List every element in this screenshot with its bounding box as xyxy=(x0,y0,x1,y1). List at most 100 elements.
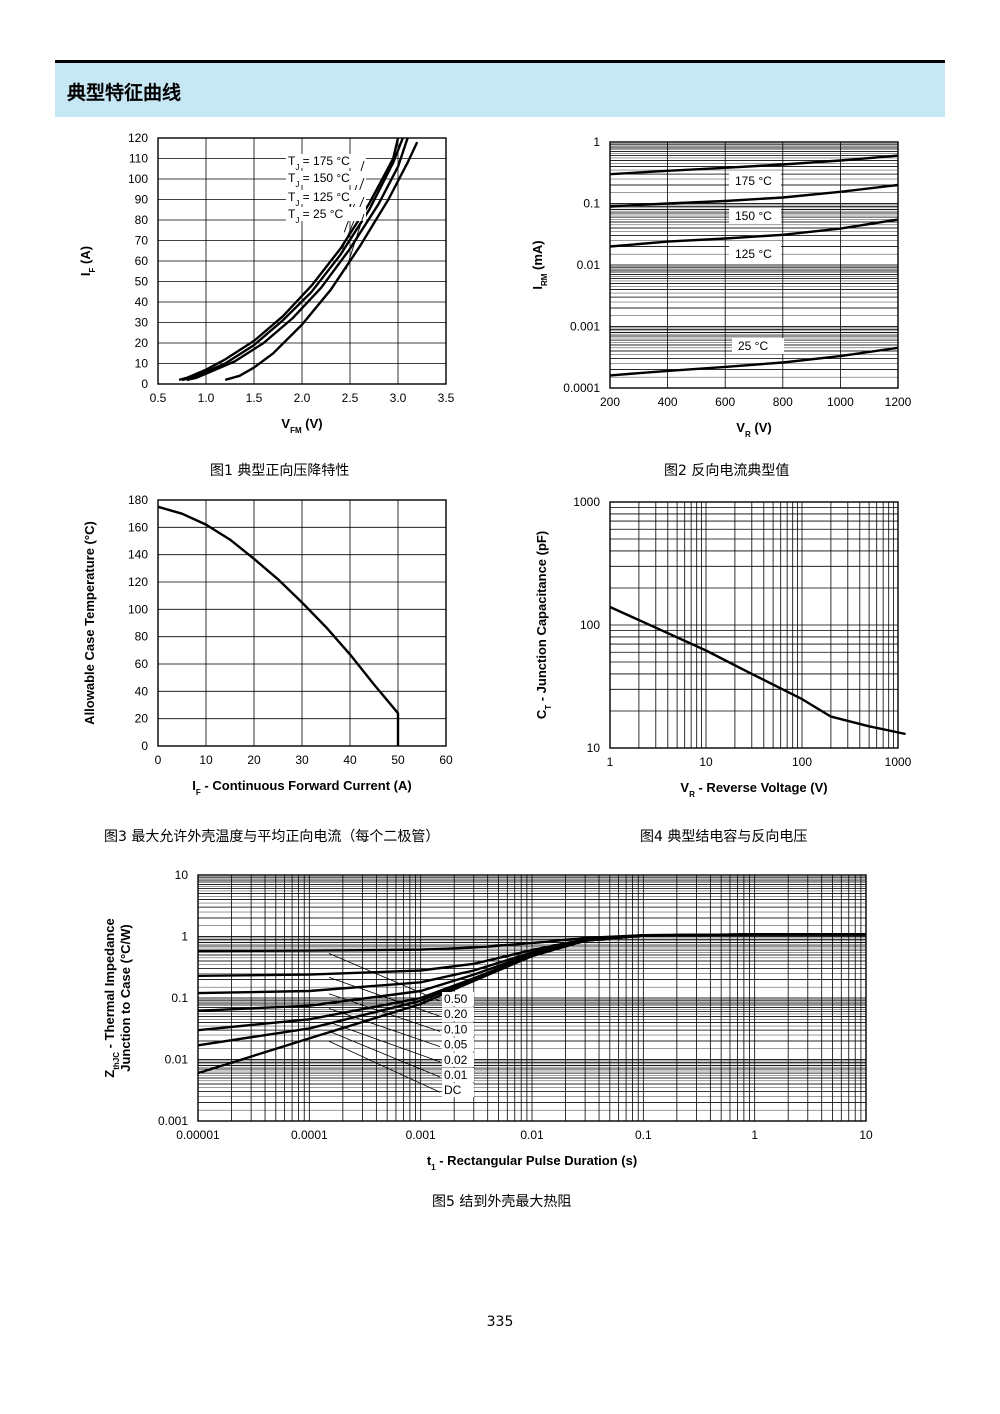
legend-leader xyxy=(328,1008,441,1047)
legend-label: 0.02 xyxy=(444,1053,468,1067)
chart-forward-voltage: 0.5 1.0 1.5 2.0 2.5 3.0 3.5 0 10 20 30 40 50 60 70 80 90… xyxy=(78,131,455,435)
y-tick-label: 0.001 xyxy=(158,1114,188,1128)
x-tick-label: 1 xyxy=(607,755,614,769)
series-line-0 xyxy=(157,505,400,746)
caption-fig1: 图1 典型正向压降特性 xyxy=(210,463,350,479)
legend-label: 0.50 xyxy=(444,992,468,1006)
page-number: 335 xyxy=(486,1314,514,1330)
legend-label-bg xyxy=(286,154,366,168)
legend-label: 150 °C xyxy=(735,209,772,223)
legend-label-bg xyxy=(442,1083,474,1098)
legend-label: 125 °C xyxy=(735,247,772,261)
legend-leader xyxy=(328,1040,441,1093)
caption-fig5: 图5 结到外壳最大热阻 xyxy=(432,1194,572,1210)
y-tick-label: 90 xyxy=(135,193,149,207)
y-tick-label: 120 xyxy=(128,575,148,589)
x-tick-label: 100 xyxy=(792,755,812,769)
y-tick-label: 0.001 xyxy=(570,320,600,334)
y-tick-label: 100 xyxy=(580,618,600,632)
x-tick-label: 40 xyxy=(343,753,357,767)
legend-leader xyxy=(345,213,365,270)
plot-frame xyxy=(609,501,899,749)
x-tick-label: 1.5 xyxy=(246,391,263,405)
legend-label-bg xyxy=(442,1007,474,1022)
x-tick-label: 600 xyxy=(715,395,735,409)
y-tick-label: 20 xyxy=(135,712,149,726)
caption-fig2: 图2 反向电流典型值 xyxy=(664,463,790,479)
y-tick-label: 80 xyxy=(135,630,149,644)
series-line-0 xyxy=(178,137,400,382)
y-tick-label: 1000 xyxy=(573,495,600,509)
legend-label-bg xyxy=(729,173,781,189)
y-tick-label: 0.0001 xyxy=(563,381,600,395)
x-axis-title: t1 - Rectangular Pulse Duration (s) xyxy=(427,1153,637,1172)
x-tick-label: 10 xyxy=(699,755,713,769)
chart-junction-capacitance: 1 10 100 1000 10 100 1000 VR - Reverse Voltage … xyxy=(534,495,912,799)
x-tick-label: 20 xyxy=(247,753,261,767)
x-tick-label: 0.00001 xyxy=(176,1128,220,1142)
x-tick-label: 1.0 xyxy=(198,391,215,405)
y-tick-label: 40 xyxy=(135,684,149,698)
y-tick-label: 40 xyxy=(135,295,149,309)
y-tick-label: 120 xyxy=(128,131,148,145)
x-tick-label: 0.5 xyxy=(150,391,167,405)
x-tick-label: 3.5 xyxy=(438,391,455,405)
series-line-3 xyxy=(224,141,419,382)
legend-label-bg xyxy=(286,190,366,204)
x-tick-label: 1000 xyxy=(827,395,854,409)
legend-label-bg xyxy=(442,1068,474,1082)
legend-label: 25 °C xyxy=(738,339,768,353)
y-tick-label: 1 xyxy=(593,135,600,149)
y-tick-label: 160 xyxy=(128,520,148,534)
y-tick-label: 0 xyxy=(141,739,148,753)
y-tick-label: 50 xyxy=(135,275,149,289)
legend-leader xyxy=(341,196,365,249)
y-tick-label: 80 xyxy=(135,213,149,227)
y-tick-label: 70 xyxy=(135,234,149,248)
caption-fig4: 图4 典型结电容与反向电压 xyxy=(640,829,808,845)
legend-label-bg xyxy=(442,992,474,1006)
y-tick-label: 0 xyxy=(141,377,148,391)
legend-label-bg xyxy=(729,246,781,262)
legend-label-bg xyxy=(442,1052,474,1067)
legend-label-bg xyxy=(286,207,366,221)
y-tick-label: 10 xyxy=(135,357,149,371)
x-tick-label: 200 xyxy=(600,395,620,409)
x-axis-title: VR (V) xyxy=(736,420,771,439)
plot-frame xyxy=(197,874,867,1122)
series-line-1 xyxy=(181,137,404,382)
y-tick-label: 110 xyxy=(129,152,148,166)
y-tick-label: 0.01 xyxy=(165,1053,189,1067)
y-tick-label: 0.01 xyxy=(577,258,601,272)
legend-label: 0.20 xyxy=(444,1007,468,1021)
y-tick-label: 10 xyxy=(175,868,189,882)
x-axis-title: VR - Reverse Voltage (V) xyxy=(680,780,827,799)
series-line-2 xyxy=(186,137,409,382)
x-axis-title: IF - Continuous Forward Current (A) xyxy=(192,778,411,797)
y-tick-label: 10 xyxy=(587,741,601,755)
x-tick-label: 10 xyxy=(199,753,213,767)
x-axis-title: VFM (V) xyxy=(281,416,322,435)
legend-label: TJ = 25 °C xyxy=(288,207,344,225)
chart-case-temperature: 0 10 20 30 40 50 60 0 20 40 60 80 100 120 140 160 180 IF … xyxy=(82,493,453,797)
y-tick-label: 100 xyxy=(128,602,148,616)
legend-label-bg xyxy=(442,1037,474,1052)
y-axis-title: CT - Junction Capacitance (pF) xyxy=(534,531,553,719)
x-tick-label: 2.5 xyxy=(342,391,359,405)
chart-thermal-impedance: 0.00001 0.0001 0.001 0.01 0.1 1 10 0.001 0.01 0.1… xyxy=(102,868,873,1172)
x-tick-label: 0.01 xyxy=(520,1128,544,1142)
x-tick-label: 2.0 xyxy=(294,391,311,405)
legend-leader xyxy=(343,177,365,233)
series-line-6 xyxy=(197,933,866,1075)
x-tick-label: 1 xyxy=(751,1128,758,1142)
chart-reverse-current: 200 400 600 800 1000 1200 0.0001 0.001 0.01 0.1 1 V… xyxy=(530,135,912,439)
legend-label: 0.05 xyxy=(444,1038,468,1052)
y-tick-label: 180 xyxy=(128,493,148,507)
y-axis-title: IRM (mA) xyxy=(530,240,549,289)
legend-leader xyxy=(347,160,365,214)
series-line-1 xyxy=(609,183,899,208)
legend-label-bg xyxy=(732,338,784,354)
y-tick-label: 60 xyxy=(135,657,149,671)
legend-leader xyxy=(328,953,441,1002)
x-tick-label: 60 xyxy=(439,753,453,767)
